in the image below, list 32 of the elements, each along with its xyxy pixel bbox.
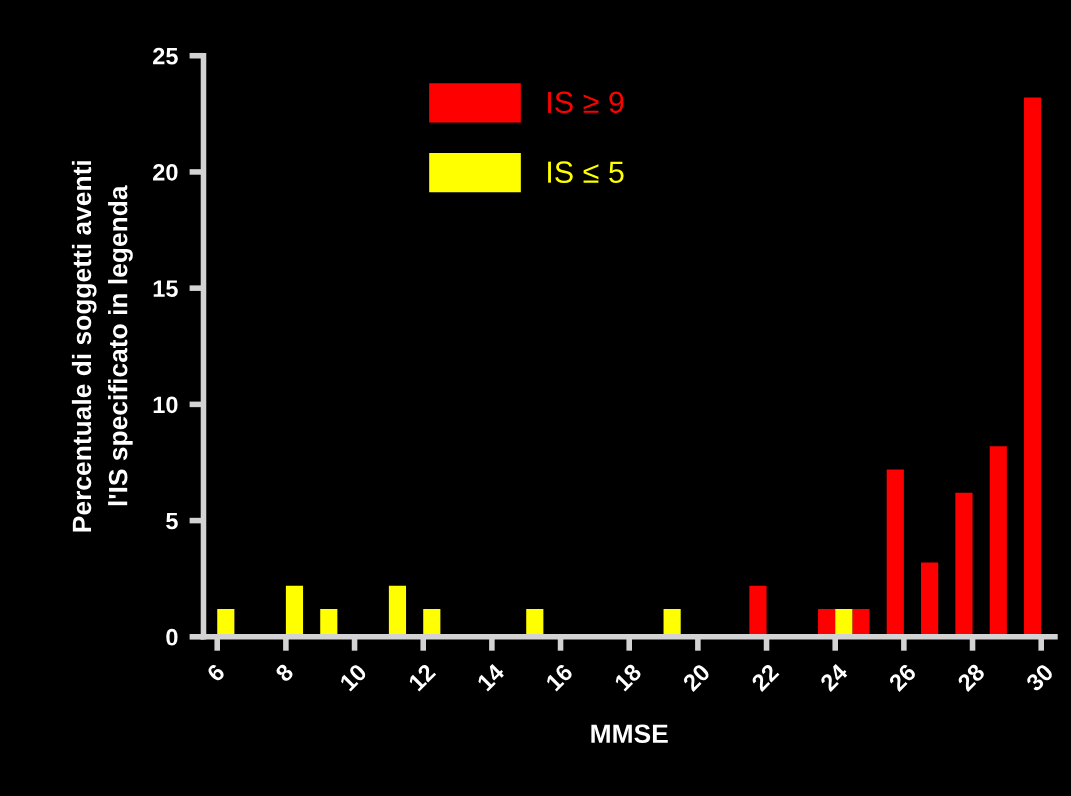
x-tick-label: 24	[819, 662, 849, 692]
bar	[388, 585, 407, 637]
y-tick-label: 25	[153, 47, 178, 65]
y-tick-label: 15	[153, 280, 178, 297]
bar	[1024, 97, 1042, 637]
x-tick-label: 28	[956, 662, 986, 693]
bar	[852, 608, 870, 637]
y-axis-title: Percentuale di soggetti aventi l'IS specificato in legenda	[71, 161, 133, 532]
bar	[285, 585, 304, 637]
x-tick-label: 22	[750, 662, 780, 692]
y-tick-label: 5	[166, 512, 178, 530]
x-tick-label: 12	[407, 662, 437, 692]
x-tick-label: 18	[613, 662, 643, 692]
bar	[921, 562, 939, 637]
legend-label: IS ≥ 9	[548, 91, 624, 114]
bar	[886, 469, 904, 637]
bar	[989, 446, 1007, 637]
x-tick-label: 30	[1024, 662, 1055, 693]
x-tick-label: 16	[544, 662, 574, 692]
bar	[955, 492, 973, 637]
x-tick-label: 26	[887, 662, 918, 693]
y-tick-label: 20	[153, 164, 178, 181]
x-tick-label: 8	[274, 662, 295, 683]
x-tick-label: 14	[476, 662, 506, 692]
x-tick-label: 6	[205, 662, 226, 683]
legend-label: IS ≤ 5	[548, 161, 624, 183]
x-axis-title: MMSE	[591, 724, 668, 744]
x-tick-label: 10	[338, 662, 368, 692]
x-tick-label: 20	[681, 662, 711, 693]
y-tick-label: 0	[166, 628, 178, 646]
bar	[749, 585, 767, 637]
y-tick-label: 10	[153, 396, 178, 414]
